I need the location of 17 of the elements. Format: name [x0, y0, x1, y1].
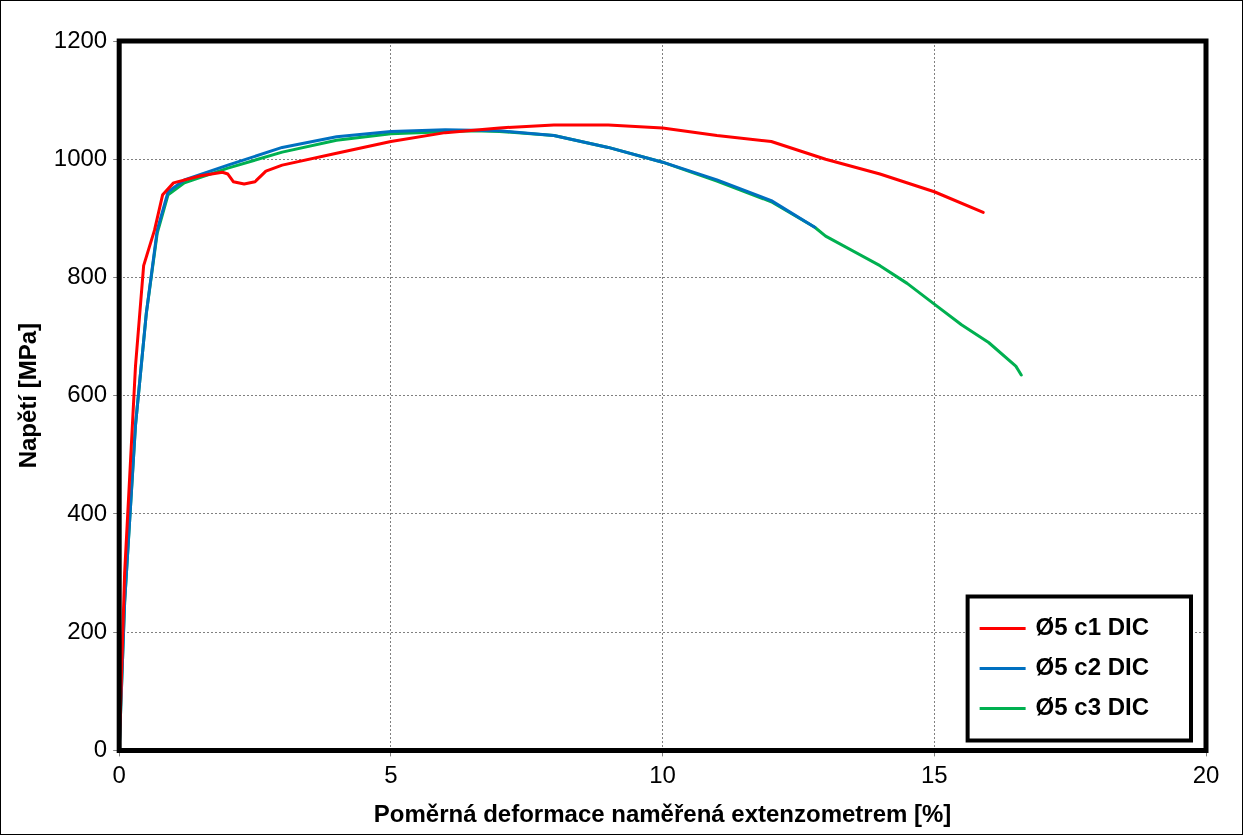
x-tick-label: 0 [112, 761, 126, 789]
y-tick-label: 600 [67, 380, 108, 408]
legend-label: Ø5 c2 DIC [1035, 653, 1150, 681]
x-tick-label: 15 [920, 761, 948, 789]
legend-label: Ø5 c1 DIC [1035, 613, 1150, 641]
y-axis-title: Napětí [MPa] [14, 323, 42, 469]
y-tick-label: 1200 [53, 25, 108, 53]
legend-label: Ø5 c3 DIC [1035, 693, 1150, 721]
x-tick-label: 20 [1192, 761, 1220, 789]
x-tick-label: 10 [649, 761, 676, 789]
y-tick-label: 800 [67, 262, 108, 290]
y-tick-label: 1000 [53, 143, 108, 171]
y-tick-label: 0 [93, 735, 108, 763]
x-tick-label: 5 [384, 761, 398, 789]
y-tick-label: 200 [67, 616, 108, 644]
x-axis-title: Poměrná deformace naměřená extenzometrem [%] [373, 800, 952, 828]
y-tick-label: 400 [67, 498, 108, 526]
